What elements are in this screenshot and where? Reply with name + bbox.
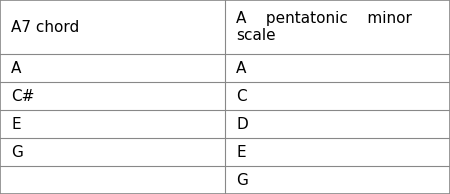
Text: A    pentatonic    minor
scale: A pentatonic minor scale: [236, 11, 412, 43]
Text: D: D: [236, 117, 248, 132]
Text: C#: C#: [11, 89, 35, 104]
Text: E: E: [11, 117, 21, 132]
Text: E: E: [236, 145, 246, 160]
Text: A7 chord: A7 chord: [11, 20, 80, 35]
Text: G: G: [236, 172, 248, 188]
Text: A: A: [11, 61, 22, 76]
Text: A: A: [236, 61, 247, 76]
Text: C: C: [236, 89, 247, 104]
Text: G: G: [11, 145, 23, 160]
